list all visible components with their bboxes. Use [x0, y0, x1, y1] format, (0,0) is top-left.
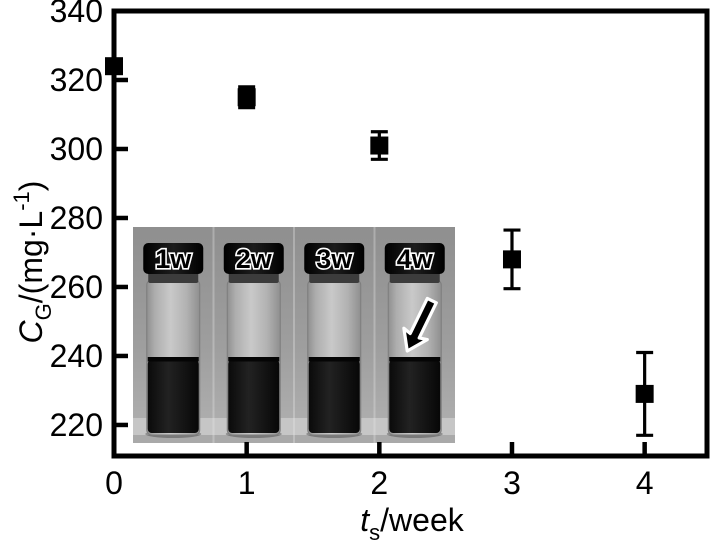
y-tick-label: 340: [50, 0, 103, 29]
arrow-icon: [402, 296, 438, 353]
x-axis-label-text: ts/week: [360, 502, 464, 544]
plot-frame: [111, 8, 710, 459]
vial: 1w: [143, 242, 204, 438]
data-point-marker: [502, 250, 521, 269]
vial-label: 2w: [236, 244, 273, 274]
x-tick-label: 4: [636, 465, 654, 501]
down-left-arrow-icon: [402, 296, 438, 353]
data-point-group: [105, 57, 123, 76]
data-point-marker: [370, 136, 389, 155]
axis-ticks: [111, 8, 647, 456]
y-axis-label: CG/(mg·L-1): [9, 181, 56, 344]
y-tick-label: 260: [50, 269, 103, 305]
vial-neck-ring: [148, 272, 199, 283]
x-axis-label: ts/week: [360, 502, 464, 544]
vial-liquid-surface: [147, 357, 199, 362]
data-point-marker: [635, 384, 654, 403]
vial-liquid-surface: [308, 357, 360, 362]
vial-neck-ring: [228, 272, 279, 283]
vial-liquid: [147, 360, 199, 433]
x-tick-label: 0: [105, 465, 123, 501]
photo-tabletop: [133, 418, 455, 435]
y-tick-label: 300: [50, 131, 103, 167]
vial-cap: [304, 243, 365, 274]
vial-liquid: [228, 360, 280, 433]
vial: 2w: [223, 242, 284, 438]
vial-liquid: [389, 360, 441, 433]
data-point-marker: [105, 57, 123, 76]
y-tick-label: 320: [50, 62, 103, 98]
vial-neck-ring: [389, 272, 440, 283]
vial: 3w: [304, 242, 365, 438]
x-tick-label: 3: [503, 465, 521, 501]
y-tick-label: 280: [50, 200, 103, 236]
y-axis-label-text: CG/(mg·L-1): [9, 181, 56, 344]
axis-tick-labels: 0 1 2 3 4 220 240 260 280 300 320 340: [50, 0, 654, 501]
vial-cap: [223, 243, 284, 274]
y-tick-label: 220: [50, 407, 103, 443]
vial-label: 1w: [155, 244, 192, 274]
vial-cap: [143, 243, 204, 274]
vial-liquid-surface: [228, 357, 280, 362]
data-point-group: [237, 85, 256, 110]
data-point-group: [502, 228, 521, 291]
data-point-group: [370, 130, 389, 161]
x-tick-label: 1: [238, 465, 256, 501]
vial-neck-ring: [309, 272, 360, 283]
data-point-marker: [237, 88, 256, 107]
plot-border: [111, 8, 710, 459]
axis-labels: ts/week CG/(mg·L-1): [9, 181, 465, 544]
vial-label: 3w: [316, 244, 353, 274]
inset-photo: 1w 2w 3w 4w: [133, 227, 455, 443]
data-series: [105, 57, 654, 437]
vial: 4w: [384, 242, 445, 438]
vial-label: 4w: [397, 244, 434, 274]
x-tick-label: 2: [370, 465, 388, 501]
vial-liquid: [308, 360, 360, 433]
data-point-group: [635, 350, 654, 437]
vial-liquid-surface: [389, 357, 441, 362]
photo-table-front: [133, 435, 455, 443]
y-tick-label: 240: [50, 338, 103, 374]
vial-cap: [384, 243, 445, 274]
